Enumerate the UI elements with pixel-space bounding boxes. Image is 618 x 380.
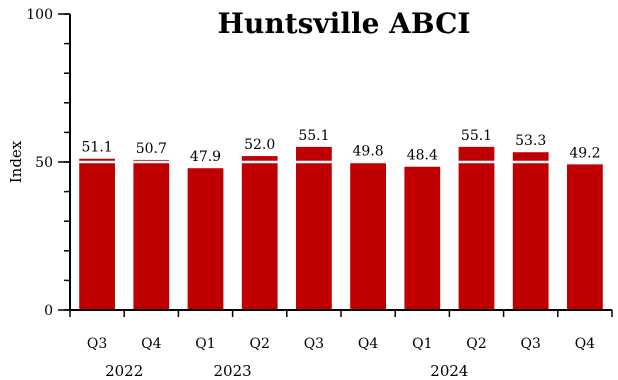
bar: [350, 162, 386, 310]
bar: [458, 146, 495, 310]
bars-group: 51.1 50.7 47.9 52.0 55.1 49.8 48.4 55.1 53.3 49.2: [79, 128, 603, 310]
x-category-label: Q4: [141, 336, 161, 352]
data-label: 50.7: [136, 141, 167, 157]
bar: [187, 168, 224, 310]
x-category-label: Q4: [358, 336, 378, 352]
bar: [296, 146, 332, 310]
x-year-label: 2023: [214, 362, 252, 380]
data-label: 51.1: [82, 140, 113, 156]
y-tick-label: 100: [26, 7, 53, 23]
x-category-label: Q1: [412, 336, 432, 352]
x-category-label: Q4: [575, 336, 595, 352]
data-label: 53.3: [515, 133, 546, 149]
x-category-label: Q3: [304, 336, 324, 352]
bar: [133, 159, 170, 310]
data-label: 55.1: [298, 128, 329, 144]
data-label: 52.0: [244, 137, 275, 153]
y-axis-label: Index: [7, 140, 25, 183]
y-tick-label: 0: [44, 303, 53, 319]
data-label: 49.8: [353, 144, 384, 160]
x-year-label: 2024: [430, 362, 468, 380]
x-axis: Q3 Q4 Q1 Q2 Q3 Q4 Q1 Q2 Q3 Q4 2022 2023 2024: [69, 309, 613, 380]
bar: [512, 152, 549, 310]
x-category-label: Q2: [466, 336, 486, 352]
chart-title: Huntsville ABCI: [218, 7, 471, 40]
bar: [79, 158, 115, 310]
data-label: 49.2: [569, 145, 600, 161]
y-axis: 0 50 100: [26, 7, 71, 319]
bar: [404, 166, 441, 310]
x-category-label: Q3: [521, 336, 541, 352]
x-category-label: Q1: [195, 336, 215, 352]
data-label: 55.1: [461, 128, 492, 144]
x-year-label: 2022: [105, 362, 143, 380]
y-tick-label: 50: [35, 155, 53, 171]
x-category-label: Q2: [250, 336, 270, 352]
data-label: 47.9: [190, 149, 221, 165]
bar: [567, 164, 603, 310]
data-label: 48.4: [407, 148, 438, 164]
bar: [241, 156, 278, 310]
x-category-label: Q3: [87, 336, 107, 352]
